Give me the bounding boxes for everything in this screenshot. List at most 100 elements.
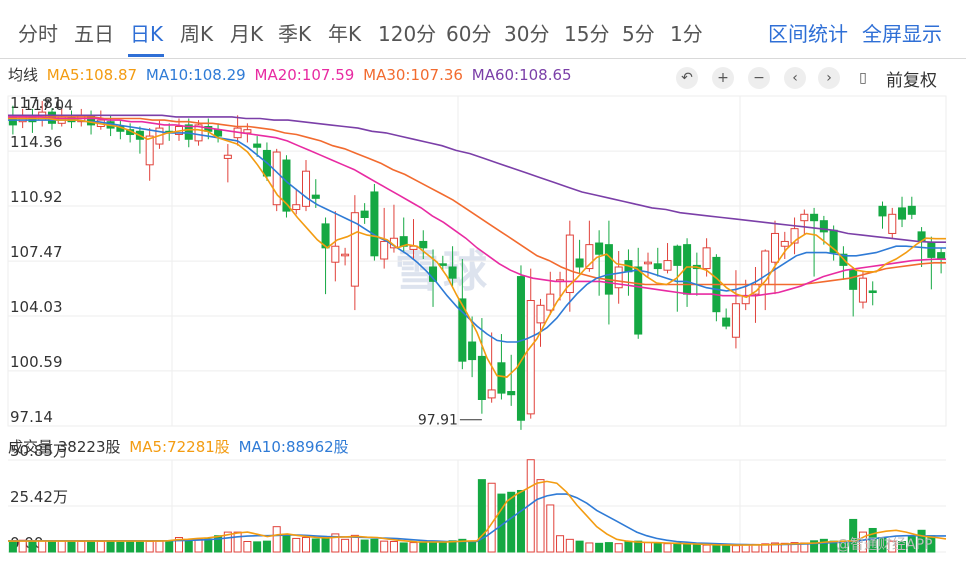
candle-down <box>604 244 613 295</box>
volume-bar-down <box>458 538 467 553</box>
volume-bar-up <box>761 543 770 553</box>
zoom-in-icon[interactable]: + <box>712 67 734 89</box>
candle-up <box>663 260 672 271</box>
candle-up <box>585 244 594 270</box>
tab-9[interactable]: 30分 <box>504 22 550 46</box>
candle-up <box>565 234 574 294</box>
candle-up <box>546 293 555 311</box>
ma-legend: 均线 MA5:108.87 MA10:108.29 MA20:107.59 MA… <box>8 64 576 85</box>
volume-bar-up <box>331 533 340 553</box>
candle-down <box>253 143 262 148</box>
volume-bar-up <box>341 538 350 553</box>
candle-up <box>292 204 301 211</box>
candle-down <box>927 242 936 258</box>
tab-1[interactable]: 五日 <box>74 22 114 46</box>
tab-0[interactable]: 分时 <box>18 22 58 46</box>
volume-bar-up <box>194 538 203 553</box>
ma20-legend: MA20:107.59 <box>254 66 355 84</box>
candle-down <box>907 205 916 215</box>
volume-bar-down <box>819 538 828 553</box>
volume-tick-label: 25.42万 <box>10 488 68 506</box>
volume-bar-up <box>77 541 86 553</box>
volume-ma5-legend: MA5:72281股 <box>129 438 230 456</box>
candle-down <box>516 276 525 421</box>
tab-2[interactable]: 日K <box>130 22 164 46</box>
volume-bar-up <box>145 541 154 553</box>
candle-down <box>819 220 828 233</box>
candle-down <box>477 355 486 400</box>
volume-bar-down <box>87 540 96 553</box>
fullscreen-button[interactable]: 全屏显示 <box>862 22 942 46</box>
tab-6[interactable]: 年K <box>328 22 362 46</box>
volume-bar-up <box>292 537 301 553</box>
volume-bar-down <box>868 527 877 553</box>
candle-up <box>770 232 780 263</box>
volume-bar-down <box>399 542 408 553</box>
interval-stats-button[interactable]: 区间统计 <box>768 22 848 46</box>
volume-bar-down <box>282 534 291 553</box>
candle-up <box>790 228 799 244</box>
candle-down <box>849 269 858 290</box>
candle-down <box>184 124 193 140</box>
volume-bar-down <box>516 489 525 553</box>
volume-bar-up <box>614 543 623 553</box>
candle-down <box>448 266 457 279</box>
volume-bar-up <box>888 540 897 553</box>
volume-bar-down <box>28 540 37 553</box>
volume-bar-down <box>253 541 262 553</box>
candle-up <box>243 129 252 134</box>
candle-style-icon[interactable]: ▯ <box>859 70 867 86</box>
candle-up <box>272 151 281 206</box>
ma60-line <box>8 114 946 243</box>
volume-bar-up <box>536 479 545 553</box>
volume-bar-up <box>858 531 867 553</box>
volume-bar-up <box>57 540 66 553</box>
tab-3[interactable]: 周K <box>180 22 214 46</box>
price-tick-label: 97.14 <box>10 408 53 426</box>
tab-8[interactable]: 60分 <box>446 22 492 46</box>
volume-bar-down <box>370 538 379 553</box>
tab-5[interactable]: 季K <box>278 22 312 46</box>
scroll-left-icon[interactable]: ‹ <box>784 67 806 89</box>
volume-bar-down <box>595 542 604 553</box>
volume-bar-down <box>184 539 193 553</box>
volume-ma10-line <box>8 493 946 546</box>
scroll-right-icon[interactable]: › <box>818 67 840 89</box>
tab-10[interactable]: 15分 <box>564 22 610 46</box>
volume-bar-down <box>360 539 369 553</box>
tab-4[interactable]: 月K <box>230 22 264 46</box>
candle-up <box>614 266 623 289</box>
candle-up <box>643 261 653 265</box>
volume-bar-up <box>96 541 105 553</box>
volume-bar-up <box>663 543 672 553</box>
price-adjust-dropdown[interactable]: 前复权 <box>886 71 937 91</box>
candle-down <box>507 391 516 396</box>
candle-up <box>487 389 496 399</box>
candle-down <box>868 290 877 294</box>
candle-down <box>311 194 320 199</box>
volume-bar-up <box>174 537 184 553</box>
volume-bar-down <box>126 541 135 553</box>
volume-bar-down <box>262 540 271 553</box>
volume-bar-up <box>643 542 653 553</box>
candle-up <box>761 250 770 286</box>
ma5-line <box>8 117 946 378</box>
volume-bar-up <box>18 539 27 553</box>
candle-down <box>468 341 477 361</box>
ma10-line <box>8 119 946 343</box>
tab-11[interactable]: 5分 <box>622 22 655 46</box>
candle-down <box>438 263 447 266</box>
candle-up <box>731 303 740 338</box>
tab-12[interactable]: 1分 <box>670 22 703 46</box>
candle-down <box>595 242 604 255</box>
volume-bar-down <box>468 541 477 553</box>
candle-up <box>536 304 545 324</box>
price-tick-label: 110.92 <box>10 188 63 206</box>
tab-7[interactable]: 120分 <box>378 22 437 46</box>
volume-bar-down <box>712 544 721 553</box>
zoom-out-icon[interactable]: − <box>748 67 770 89</box>
undo-icon[interactable]: ↶ <box>676 67 698 89</box>
candle-up <box>858 277 867 303</box>
volume-bar-up <box>409 542 418 553</box>
